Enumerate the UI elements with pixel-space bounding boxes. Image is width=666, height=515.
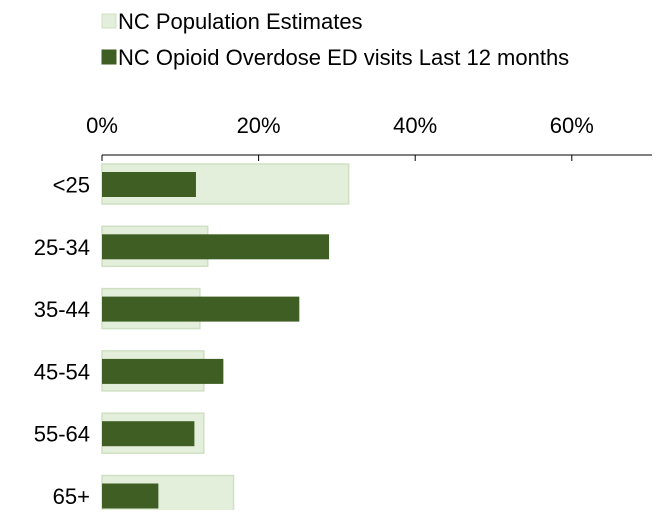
category-label-1: 25-34	[34, 235, 90, 260]
category-label-3: 45-54	[34, 359, 90, 384]
x-tick-label-2: 40%	[393, 113, 437, 138]
bar-ed-visits-5	[102, 483, 159, 509]
legend-swatch-0	[101, 13, 117, 29]
x-tick-label-0: 0%	[86, 113, 118, 138]
bar-ed-visits-3	[102, 358, 224, 384]
legend: NC Population Estimates NC Opioid Overdos…	[101, 9, 569, 70]
category-label-2: 35-44	[34, 297, 90, 322]
legend-label-0: NC Population Estimates	[118, 9, 363, 34]
bar-ed-visits-2	[102, 296, 300, 322]
bar-ed-visits-4	[102, 421, 195, 447]
category-label-4: 55-64	[34, 422, 90, 447]
legend-swatch-1	[101, 49, 117, 65]
x-axis: 0% 20% 40% 60%	[86, 113, 652, 161]
category-labels: <25 25-34 35-44 45-54 55-64 65+	[34, 173, 90, 510]
bar-ed-visits-1	[102, 234, 330, 260]
x-tick-label-1: 20%	[237, 113, 281, 138]
bar-ed-visits-0	[102, 172, 196, 197]
x-tick-label-3: 60%	[550, 113, 594, 138]
category-label-5: 65+	[53, 484, 90, 509]
legend-label-1: NC Opioid Overdose ED visits Last 12 mon…	[118, 45, 569, 70]
bars	[101, 163, 350, 515]
category-label-0: <25	[53, 173, 90, 198]
